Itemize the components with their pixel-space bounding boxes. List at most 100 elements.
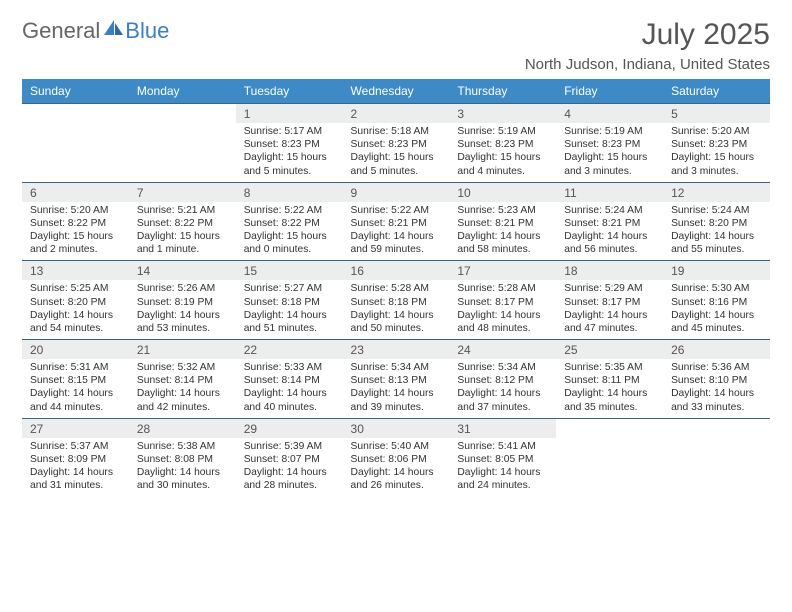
sunrise-text: Sunrise: 5:37 AM: [30, 440, 121, 453]
day-number-cell: 21: [129, 340, 236, 360]
sunset-text: Sunset: 8:07 PM: [244, 453, 335, 466]
day-content-cell: Sunrise: 5:36 AMSunset: 8:10 PMDaylight:…: [663, 359, 770, 418]
sunset-text: Sunset: 8:08 PM: [137, 453, 228, 466]
sunrise-text: Sunrise: 5:34 AM: [351, 361, 442, 374]
daylight-text: Daylight: 14 hours and 51 minutes.: [244, 309, 335, 335]
sunset-text: Sunset: 8:14 PM: [137, 374, 228, 387]
sunrise-text: Sunrise: 5:24 AM: [671, 204, 762, 217]
day-number-cell: 22: [236, 340, 343, 360]
location-text: North Judson, Indiana, United States: [525, 56, 770, 73]
sunrise-text: Sunrise: 5:33 AM: [244, 361, 335, 374]
sunrise-text: Sunrise: 5:21 AM: [137, 204, 228, 217]
daylight-text: Daylight: 15 hours and 5 minutes.: [351, 151, 442, 177]
day-content-row: Sunrise: 5:37 AMSunset: 8:09 PMDaylight:…: [22, 438, 770, 497]
daylight-text: Daylight: 15 hours and 0 minutes.: [244, 230, 335, 256]
sunset-text: Sunset: 8:16 PM: [671, 296, 762, 309]
sunset-text: Sunset: 8:12 PM: [457, 374, 548, 387]
day-number-cell: 24: [449, 340, 556, 360]
sunrise-text: Sunrise: 5:20 AM: [671, 125, 762, 138]
day-number-row: 2728293031: [22, 418, 770, 438]
day-number-cell: 18: [556, 261, 663, 281]
sunrise-text: Sunrise: 5:24 AM: [564, 204, 655, 217]
sunset-text: Sunset: 8:21 PM: [564, 217, 655, 230]
daylight-text: Daylight: 14 hours and 40 minutes.: [244, 387, 335, 413]
daylight-text: Daylight: 15 hours and 3 minutes.: [564, 151, 655, 177]
day-content-cell: Sunrise: 5:39 AMSunset: 8:07 PMDaylight:…: [236, 438, 343, 497]
daylight-text: Daylight: 14 hours and 50 minutes.: [351, 309, 442, 335]
calendar-table: SundayMondayTuesdayWednesdayThursdayFrid…: [22, 79, 770, 496]
sunrise-text: Sunrise: 5:34 AM: [457, 361, 548, 374]
sunset-text: Sunset: 8:20 PM: [30, 296, 121, 309]
weekday-header: Friday: [556, 79, 663, 104]
weekday-header: Sunday: [22, 79, 129, 104]
day-content-cell: Sunrise: 5:31 AMSunset: 8:15 PMDaylight:…: [22, 359, 129, 418]
daylight-text: Daylight: 14 hours and 58 minutes.: [457, 230, 548, 256]
sunset-text: Sunset: 8:18 PM: [351, 296, 442, 309]
month-title: July 2025: [525, 18, 770, 52]
sunset-text: Sunset: 8:05 PM: [457, 453, 548, 466]
day-content-cell: Sunrise: 5:34 AMSunset: 8:12 PMDaylight:…: [449, 359, 556, 418]
daylight-text: Daylight: 15 hours and 2 minutes.: [30, 230, 121, 256]
day-content-cell: Sunrise: 5:26 AMSunset: 8:19 PMDaylight:…: [129, 280, 236, 339]
daylight-text: Daylight: 14 hours and 30 minutes.: [137, 466, 228, 492]
daylight-text: Daylight: 14 hours and 26 minutes.: [351, 466, 442, 492]
day-number-cell: 6: [22, 182, 129, 202]
sunset-text: Sunset: 8:10 PM: [671, 374, 762, 387]
sunrise-text: Sunrise: 5:36 AM: [671, 361, 762, 374]
sunrise-text: Sunrise: 5:32 AM: [137, 361, 228, 374]
day-number-cell: 29: [236, 418, 343, 438]
day-content-cell: [129, 123, 236, 182]
day-content-cell: Sunrise: 5:33 AMSunset: 8:14 PMDaylight:…: [236, 359, 343, 418]
sunset-text: Sunset: 8:09 PM: [30, 453, 121, 466]
day-content-cell: Sunrise: 5:17 AMSunset: 8:23 PMDaylight:…: [236, 123, 343, 182]
sunrise-text: Sunrise: 5:27 AM: [244, 282, 335, 295]
day-number-cell: 14: [129, 261, 236, 281]
day-content-cell: Sunrise: 5:20 AMSunset: 8:22 PMDaylight:…: [22, 202, 129, 261]
sunrise-text: Sunrise: 5:29 AM: [564, 282, 655, 295]
sunrise-text: Sunrise: 5:38 AM: [137, 440, 228, 453]
day-content-cell: Sunrise: 5:24 AMSunset: 8:20 PMDaylight:…: [663, 202, 770, 261]
daylight-text: Daylight: 14 hours and 56 minutes.: [564, 230, 655, 256]
day-content-cell: [22, 123, 129, 182]
daylight-text: Daylight: 14 hours and 44 minutes.: [30, 387, 121, 413]
sunset-text: Sunset: 8:23 PM: [351, 138, 442, 151]
sunset-text: Sunset: 8:21 PM: [457, 217, 548, 230]
day-content-row: Sunrise: 5:20 AMSunset: 8:22 PMDaylight:…: [22, 202, 770, 261]
day-content-row: Sunrise: 5:25 AMSunset: 8:20 PMDaylight:…: [22, 280, 770, 339]
brand-part1: General: [22, 18, 100, 44]
brand-logo: General Blue: [22, 18, 169, 44]
day-number-cell: [663, 418, 770, 438]
weekday-header: Saturday: [663, 79, 770, 104]
day-content-row: Sunrise: 5:31 AMSunset: 8:15 PMDaylight:…: [22, 359, 770, 418]
sunset-text: Sunset: 8:18 PM: [244, 296, 335, 309]
day-number-cell: 20: [22, 340, 129, 360]
sunrise-text: Sunrise: 5:41 AM: [457, 440, 548, 453]
weekday-header: Tuesday: [236, 79, 343, 104]
day-content-cell: Sunrise: 5:22 AMSunset: 8:22 PMDaylight:…: [236, 202, 343, 261]
day-number-cell: 19: [663, 261, 770, 281]
day-number-cell: 7: [129, 182, 236, 202]
sunrise-text: Sunrise: 5:22 AM: [351, 204, 442, 217]
sunrise-text: Sunrise: 5:35 AM: [564, 361, 655, 374]
sunset-text: Sunset: 8:23 PM: [244, 138, 335, 151]
daylight-text: Daylight: 14 hours and 59 minutes.: [351, 230, 442, 256]
daylight-text: Daylight: 14 hours and 33 minutes.: [671, 387, 762, 413]
day-content-cell: Sunrise: 5:37 AMSunset: 8:09 PMDaylight:…: [22, 438, 129, 497]
daylight-text: Daylight: 14 hours and 39 minutes.: [351, 387, 442, 413]
sunrise-text: Sunrise: 5:31 AM: [30, 361, 121, 374]
day-content-cell: Sunrise: 5:23 AMSunset: 8:21 PMDaylight:…: [449, 202, 556, 261]
day-content-cell: Sunrise: 5:19 AMSunset: 8:23 PMDaylight:…: [556, 123, 663, 182]
day-number-row: 12345: [22, 104, 770, 124]
day-content-cell: Sunrise: 5:25 AMSunset: 8:20 PMDaylight:…: [22, 280, 129, 339]
day-content-cell: Sunrise: 5:40 AMSunset: 8:06 PMDaylight:…: [343, 438, 450, 497]
sunrise-text: Sunrise: 5:40 AM: [351, 440, 442, 453]
sail-icon: [103, 19, 125, 37]
sunset-text: Sunset: 8:23 PM: [457, 138, 548, 151]
day-number-cell: [556, 418, 663, 438]
sunrise-text: Sunrise: 5:28 AM: [457, 282, 548, 295]
day-number-cell: 26: [663, 340, 770, 360]
daylight-text: Daylight: 14 hours and 31 minutes.: [30, 466, 121, 492]
daylight-text: Daylight: 14 hours and 28 minutes.: [244, 466, 335, 492]
day-content-cell: Sunrise: 5:34 AMSunset: 8:13 PMDaylight:…: [343, 359, 450, 418]
sunset-text: Sunset: 8:13 PM: [351, 374, 442, 387]
